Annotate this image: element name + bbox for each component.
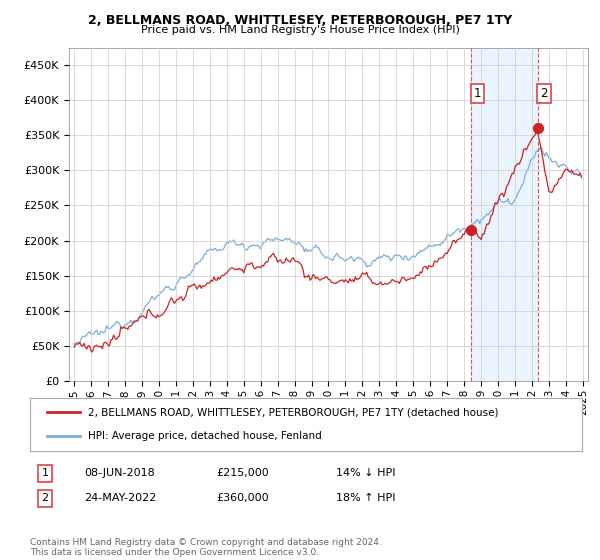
Text: 14% ↓ HPI: 14% ↓ HPI — [336, 468, 395, 478]
Text: 24-MAY-2022: 24-MAY-2022 — [84, 493, 157, 503]
Text: 2, BELLMANS ROAD, WHITTLESEY, PETERBOROUGH, PE7 1TY: 2, BELLMANS ROAD, WHITTLESEY, PETERBOROU… — [88, 14, 512, 27]
Point — [533, 124, 542, 133]
Text: 2, BELLMANS ROAD, WHITTLESEY, PETERBOROUGH, PE7 1TY (detached house): 2, BELLMANS ROAD, WHITTLESEY, PETERBOROU… — [88, 408, 499, 418]
Text: 1: 1 — [474, 87, 481, 100]
Text: 2: 2 — [540, 87, 548, 100]
Text: HPI: Average price, detached house, Fenland: HPI: Average price, detached house, Fenl… — [88, 431, 322, 441]
Text: 2: 2 — [41, 493, 49, 503]
Bar — [471, 48, 538, 381]
Text: Price paid vs. HM Land Registry's House Price Index (HPI): Price paid vs. HM Land Registry's House … — [140, 25, 460, 35]
Text: Contains HM Land Registry data © Crown copyright and database right 2024.
This d: Contains HM Land Registry data © Crown c… — [30, 538, 382, 557]
Text: £360,000: £360,000 — [216, 493, 269, 503]
Text: 18% ↑ HPI: 18% ↑ HPI — [336, 493, 395, 503]
Text: 08-JUN-2018: 08-JUN-2018 — [84, 468, 155, 478]
Point — [466, 226, 476, 235]
Text: 1: 1 — [41, 468, 49, 478]
Text: £215,000: £215,000 — [216, 468, 269, 478]
